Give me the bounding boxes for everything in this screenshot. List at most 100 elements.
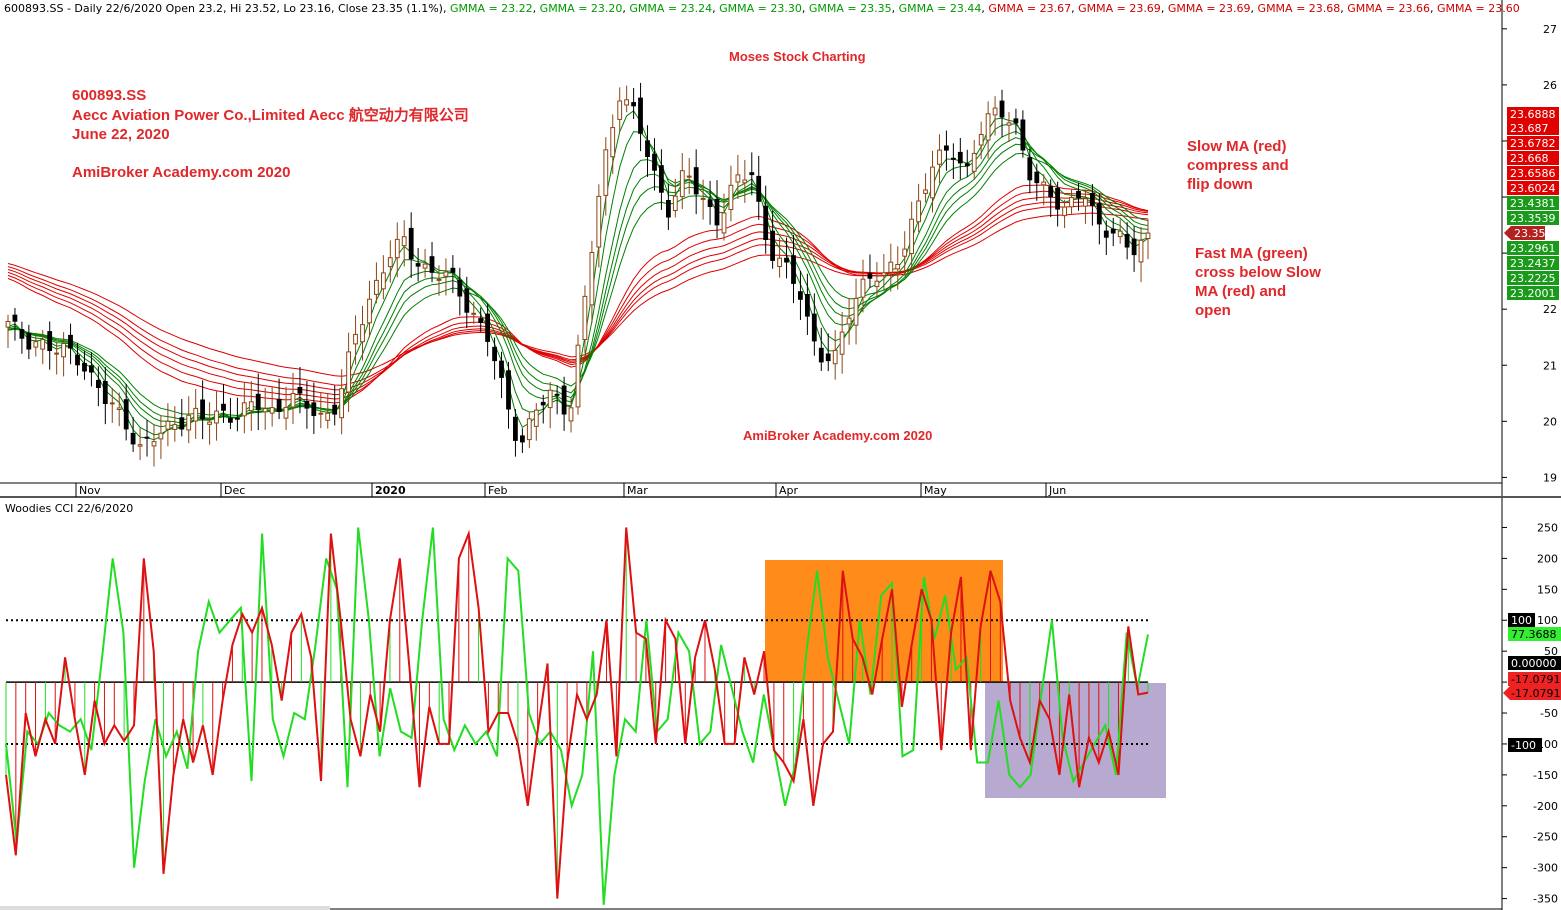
gmma-header-value: GMMA = 23.69 <box>1078 2 1161 15</box>
cci-panel-label: Woodies CCI 22/6/2020 <box>5 502 133 515</box>
price-tag: 23.6586 <box>1507 166 1559 180</box>
candle <box>297 366 303 414</box>
candle <box>978 121 984 160</box>
candle <box>235 397 240 432</box>
candle <box>916 183 922 233</box>
candle <box>492 337 498 380</box>
title-line-site: AmiBroker Academy.com 2020 <box>72 164 290 181</box>
candle <box>1034 163 1040 201</box>
candle <box>443 258 449 296</box>
cci-tag: -17.0791 <box>1508 672 1561 686</box>
fast-note-line4: open <box>1195 302 1231 319</box>
candle <box>485 303 491 357</box>
candle <box>276 378 282 420</box>
candle <box>82 350 87 380</box>
candle <box>367 280 372 338</box>
date-tick-label: Nov <box>79 484 101 497</box>
price-tick-label: 20 <box>1543 415 1557 428</box>
candle <box>825 333 831 372</box>
svg-text:23.687: 23.687 <box>1510 122 1549 135</box>
price-tag: 23.4381 <box>1507 196 1559 210</box>
candle <box>547 382 553 429</box>
candle <box>686 158 692 195</box>
candle <box>624 85 630 113</box>
candle <box>283 386 289 431</box>
svg-text:23.668: 23.668 <box>1510 152 1549 165</box>
date-tick-label: Jun <box>1048 484 1066 497</box>
svg-text:77.3688: 77.3688 <box>1511 628 1557 641</box>
candle <box>603 137 609 216</box>
candle <box>735 154 741 199</box>
cci-tick-label: 100 <box>1537 614 1558 627</box>
gmma-header-value: GMMA = 23.20 <box>540 2 623 15</box>
candle <box>596 184 602 268</box>
cci-tag: -17.0791 <box>1503 686 1561 700</box>
candle <box>102 367 108 425</box>
candle <box>1062 199 1067 229</box>
candle <box>533 403 539 441</box>
horizontal-scrollbar[interactable] <box>0 906 330 910</box>
candle <box>68 323 73 365</box>
gmma-header-value: GMMA = 23.30 <box>719 2 802 15</box>
candle <box>144 420 150 457</box>
cci-line <box>5 527 1149 899</box>
candle <box>193 389 199 439</box>
date-tick-label: Mar <box>627 484 648 497</box>
candle <box>923 173 928 203</box>
candle <box>798 270 803 320</box>
candle <box>874 262 880 297</box>
purple-highlight-box <box>985 683 1166 798</box>
candle <box>19 321 25 354</box>
candle <box>631 87 637 119</box>
price-tag: 23.6888 <box>1507 107 1559 121</box>
candle <box>408 212 414 278</box>
svg-text:23.6586: 23.6586 <box>1510 167 1556 180</box>
candle <box>617 87 623 132</box>
price-tag: 23.3539 <box>1507 211 1559 225</box>
candle <box>422 248 428 278</box>
candle <box>186 396 192 444</box>
candle <box>179 398 185 437</box>
candle <box>721 193 727 241</box>
price-tick-label: 19 <box>1543 471 1557 484</box>
candle <box>985 101 991 159</box>
price-tag: 23.2225 <box>1507 271 1559 285</box>
svg-text:23.2437: 23.2437 <box>1510 257 1556 270</box>
candle <box>318 393 324 429</box>
svg-text:23.2001: 23.2001 <box>1510 287 1556 300</box>
cci-tag: 0.00000 <box>1508 656 1561 670</box>
svg-text:23.6782: 23.6782 <box>1510 137 1556 150</box>
candle <box>714 180 720 239</box>
gmma-header-value: GMMA = 23.60 <box>1437 2 1520 15</box>
price-tick-label: 27 <box>1543 23 1557 36</box>
candle <box>346 332 352 412</box>
candle <box>339 369 345 435</box>
candle <box>971 139 977 180</box>
candle <box>728 165 734 222</box>
candle <box>770 210 776 269</box>
candle <box>89 352 94 387</box>
cci-tick-label: 200 <box>1537 552 1558 565</box>
fast-note-line3: MA (red) and <box>1195 283 1286 300</box>
date-tick-label: 2020 <box>375 484 406 497</box>
date-axis-ticks: Nov Dec 2020 Feb Mar Apr May Jun <box>75 483 1066 497</box>
gmma-header-value: GMMA = 23.68 <box>1258 2 1341 15</box>
candle <box>506 362 511 429</box>
candle <box>374 262 379 304</box>
candle <box>964 149 970 177</box>
candle <box>26 324 32 360</box>
candle <box>839 311 845 374</box>
candle <box>325 393 331 429</box>
slow-ma-note: Slow MA (red) compress and flip down <box>1187 138 1289 193</box>
candle <box>116 392 122 427</box>
date-tick-label: Feb <box>488 484 507 497</box>
gmma-header-value: GMMA = 23.44 <box>899 2 982 15</box>
candle <box>679 153 685 210</box>
candle <box>457 267 463 316</box>
candle <box>818 327 824 371</box>
amibroker-center-label: AmiBroker Academy.com 2020 <box>743 428 932 443</box>
candle <box>1145 219 1151 260</box>
price-tick-label: 26 <box>1543 79 1557 92</box>
